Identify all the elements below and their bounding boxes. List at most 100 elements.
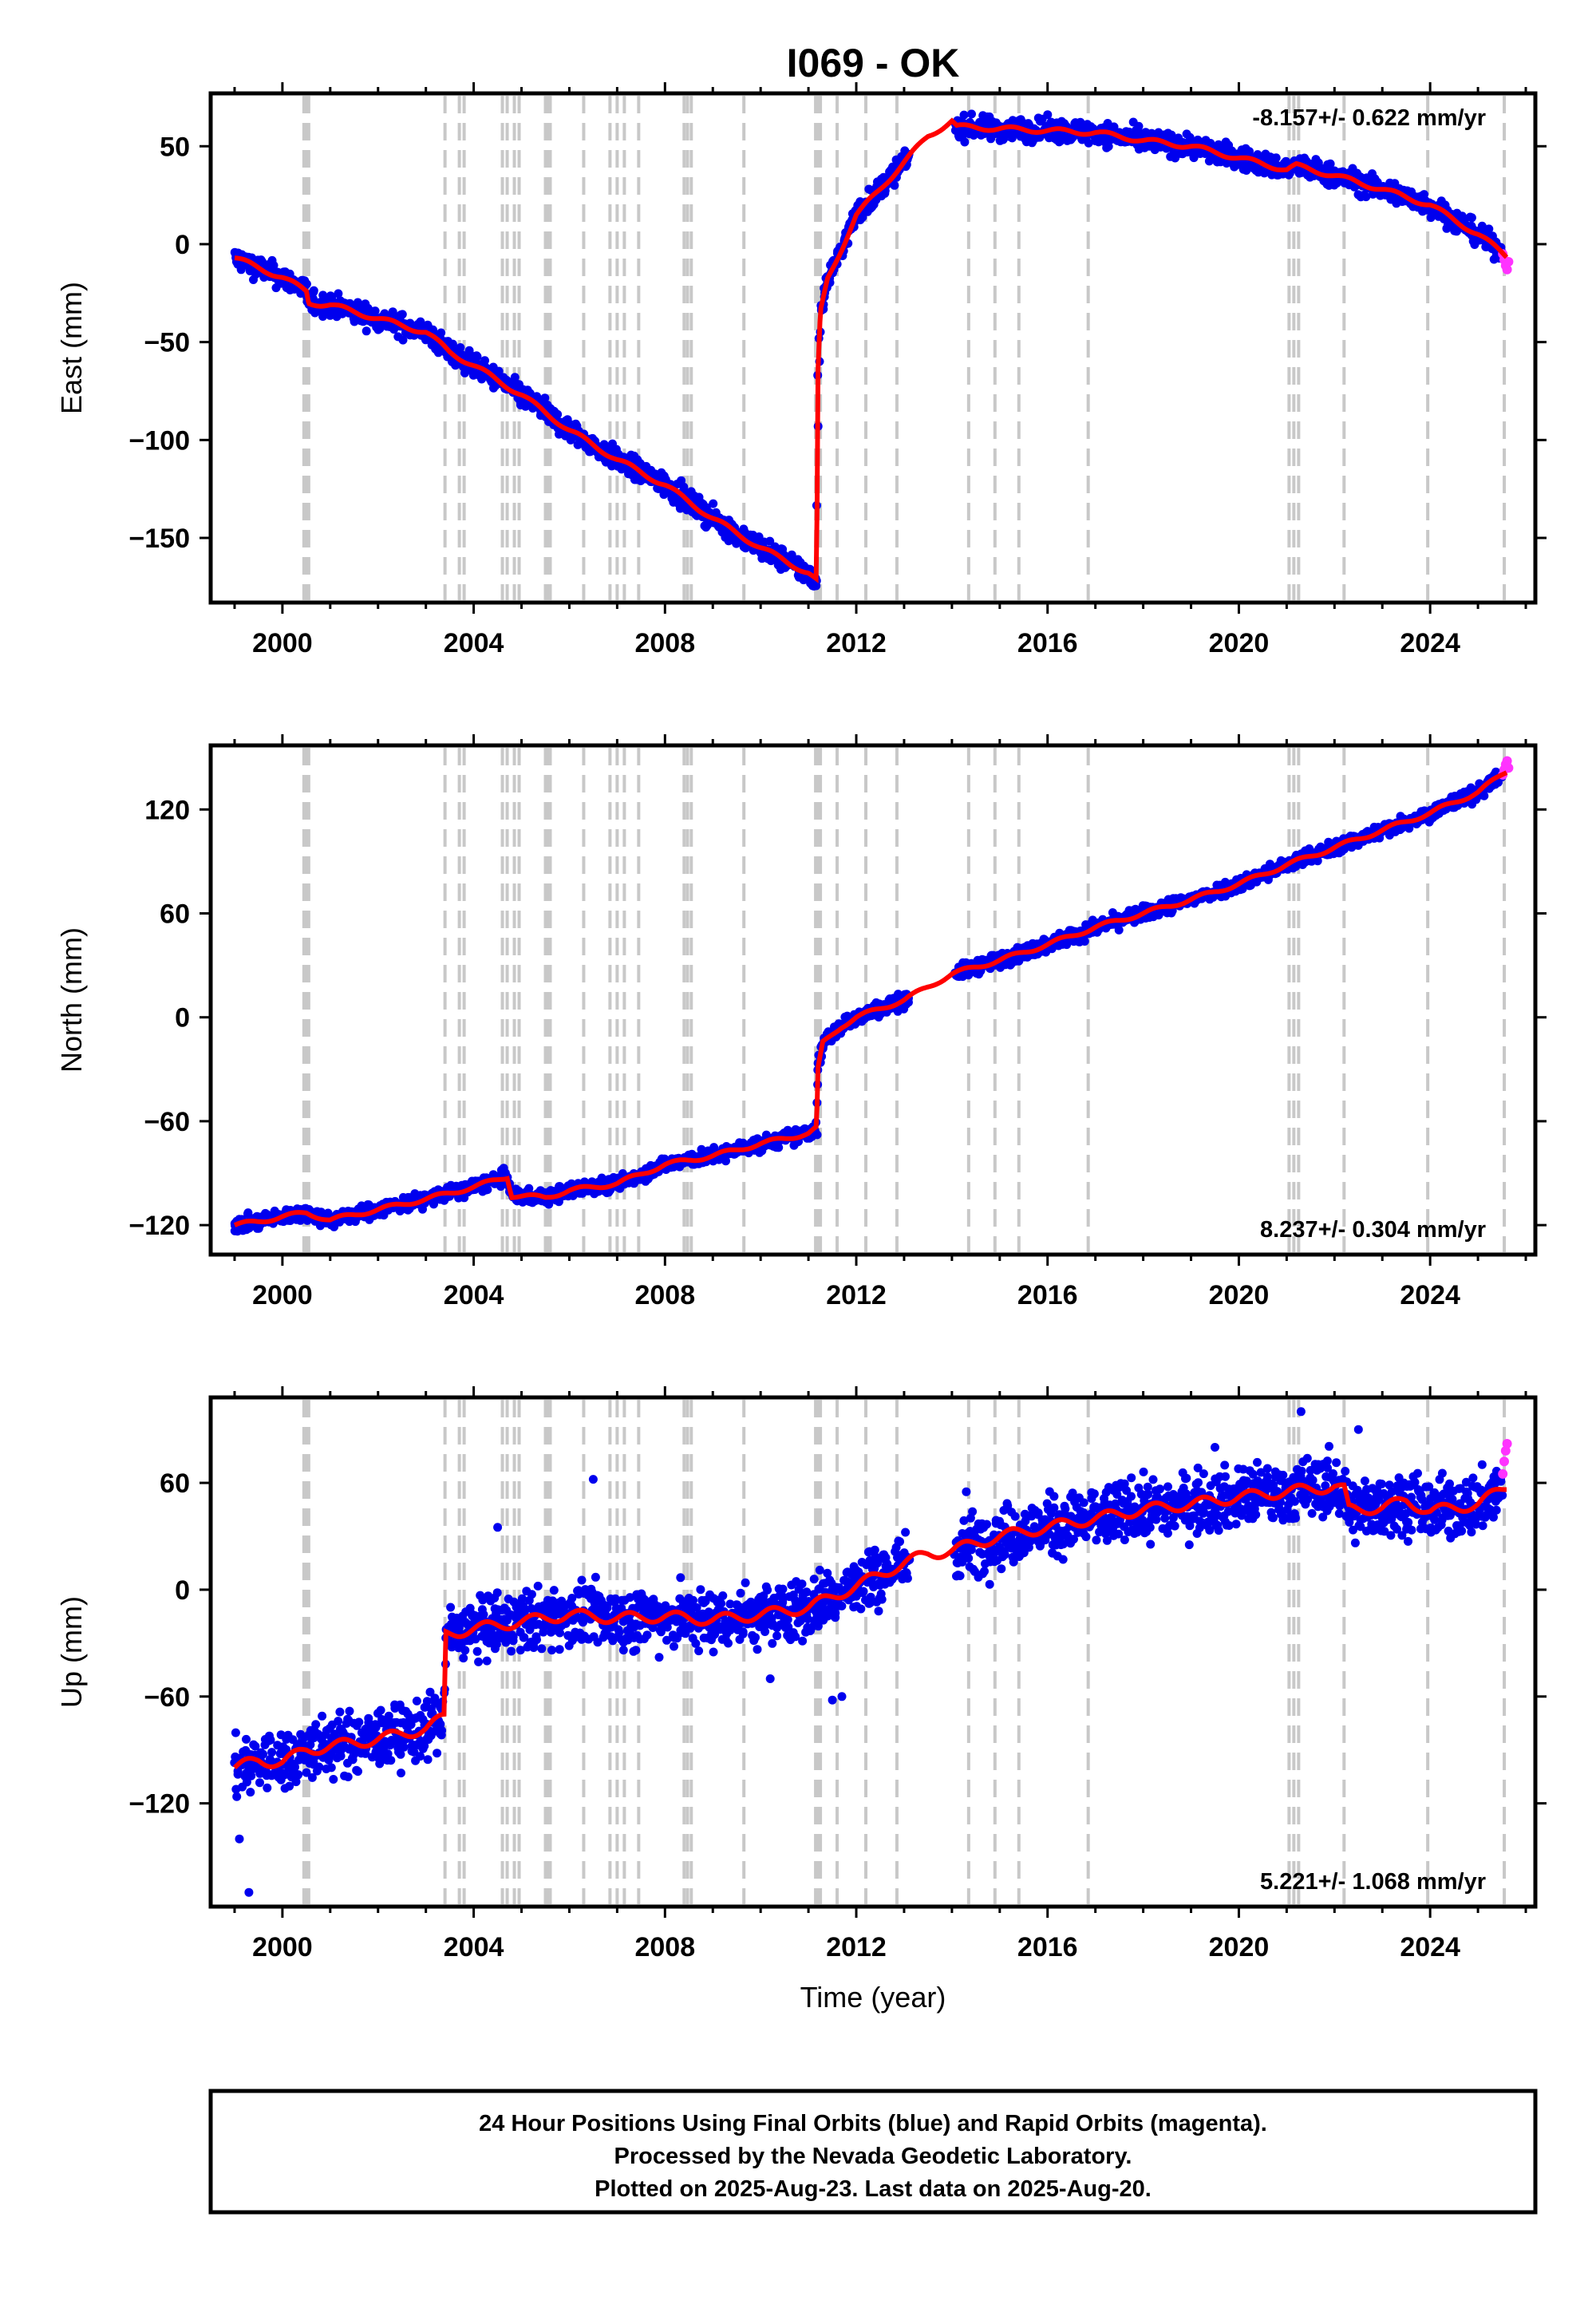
up-final-orbit-point	[267, 1748, 277, 1757]
up-final-orbit-point	[231, 1728, 240, 1737]
east-final-orbit-point	[553, 409, 563, 419]
up-final-orbit-point	[437, 1730, 446, 1740]
up-final-orbit-point	[263, 1783, 272, 1792]
east-x-tick-label: 2000	[252, 628, 313, 658]
up-final-orbit-point	[318, 1711, 327, 1721]
north-x-tick-label: 2024	[1400, 1280, 1460, 1310]
up-final-orbit-point	[343, 1773, 353, 1781]
north-y-axis-label: North (mm)	[55, 927, 88, 1073]
east-final-orbit-point	[967, 109, 976, 119]
north-y-tick-label: −60	[144, 1107, 190, 1137]
north-x-tick-label: 2000	[252, 1280, 313, 1310]
up-final-orbit-point	[246, 1788, 255, 1797]
up-final-orbit-point	[433, 1749, 442, 1758]
up-final-orbit-point	[474, 1657, 484, 1666]
east-rapid-orbit-point	[1503, 257, 1514, 267]
up-final-orbit-point	[334, 1717, 343, 1726]
up-final-orbit-point	[460, 1646, 470, 1655]
north-final-orbit-point	[1114, 925, 1124, 935]
up-final-orbit-point	[386, 1756, 396, 1765]
east-final-orbit-point	[812, 581, 821, 591]
east-x-tick-label: 2004	[444, 628, 504, 658]
east-final-orbit-point	[472, 352, 482, 362]
east-final-orbit-point	[1185, 132, 1195, 142]
up-final-orbit-point	[259, 1749, 268, 1759]
east-final-orbit-point	[890, 180, 899, 190]
up-final-orbit-point	[242, 1734, 251, 1744]
east-final-orbit-point	[1467, 213, 1476, 223]
up-final-orbit-point	[266, 1735, 275, 1745]
north-x-tick-label: 2008	[634, 1280, 695, 1310]
east-frame	[208, 91, 1538, 605]
up-final-orbit-point	[459, 1654, 468, 1663]
north-y-tick-label: 60	[160, 899, 190, 929]
east-final-orbit-point	[1361, 192, 1371, 202]
up-final-orbit-point	[294, 1770, 303, 1780]
east-x-ticks: 2000 2004 2008 2012 2016 2020 2024	[233, 82, 1527, 658]
east-final-orbit-point	[361, 326, 371, 336]
up-final-orbit-point	[376, 1705, 385, 1715]
east-final-orbit-point	[1325, 159, 1335, 168]
east-final-orbit-point	[302, 279, 311, 289]
up-final-orbit-point	[232, 1792, 242, 1801]
east-final-orbit-point	[398, 335, 408, 345]
north-final-orbit-point	[243, 1208, 253, 1218]
north-event-lines	[302, 748, 1507, 1252]
east-final-orbit-point	[709, 499, 718, 508]
east-final-orbit-point	[397, 310, 407, 319]
east-x-tick-label: 2016	[1017, 628, 1078, 658]
north-y-tick-label: 120	[144, 795, 190, 825]
east-final-orbit-point	[1104, 142, 1113, 151]
north-x-tick-label: 2012	[826, 1280, 887, 1310]
north-x-tick-label: 2016	[1017, 1280, 1078, 1310]
up-final-orbit-point	[329, 1775, 338, 1784]
east-panel: 500−50−100−150 2000 2004 2008 2012 2016 2020 2…	[55, 82, 1547, 658]
east-y-ticks: 50 0 −50 −100 −150	[128, 132, 1547, 554]
figure-title: I069 - OK	[787, 41, 960, 85]
up-final-orbit-point	[255, 1778, 264, 1788]
up-final-orbit-point	[423, 1755, 433, 1765]
east-final-orbit-point	[309, 287, 318, 297]
up-final-orbit-point	[397, 1769, 405, 1778]
up-final-orbit-point	[446, 1603, 456, 1612]
east-y-axis-label: East (mm)	[55, 282, 88, 414]
east-final-orbit-point	[334, 289, 343, 298]
east-model-fit-line	[234, 117, 1509, 583]
north-x-tick-label: 2004	[444, 1280, 504, 1310]
up-final-orbit-point	[354, 1717, 364, 1727]
north-final-orbit-point	[812, 1130, 822, 1140]
east-final-orbit-point	[960, 137, 970, 147]
east-y-tick-label: −100	[128, 425, 190, 456]
east-final-orbit-point	[1043, 110, 1053, 120]
east-final-orbit-point	[765, 536, 775, 546]
east-final-orbit-point	[959, 110, 969, 120]
east-x-tick-label: 2020	[1209, 628, 1270, 658]
east-x-tick-label: 2012	[826, 628, 887, 658]
east-y-tick-label: 50	[160, 132, 190, 162]
east-event-lines	[302, 96, 1507, 600]
north-final-orbit-point	[1479, 791, 1489, 800]
east-rapid-orbit-point	[1502, 264, 1512, 275]
up-final-orbit-point	[326, 1763, 336, 1773]
east-y-tick-label: −50	[144, 328, 190, 358]
east-final-orbit-point	[269, 261, 279, 270]
east-final-orbit-point	[1134, 121, 1144, 131]
up-final-orbit-point	[399, 1742, 409, 1752]
east-final-orbit-point	[1484, 224, 1494, 234]
east-final-orbit-point	[1084, 138, 1093, 148]
up-final-orbit-point	[416, 1752, 425, 1761]
north-final-orbit-point	[483, 1185, 492, 1195]
up-final-orbit-point	[354, 1767, 362, 1777]
east-y-tick-label: −150	[128, 524, 190, 554]
east-final-orbit-point	[456, 343, 465, 352]
up-panel: 600−60−120 2000 2004 2008 2012 2016 2020 2024 …	[55, 1386, 1547, 1962]
east-final-orbit-point	[1271, 153, 1281, 163]
east-final-orbit-point	[494, 366, 504, 376]
up-final-orbit-point	[335, 1707, 345, 1717]
east-rate-label: -8.157+/- 0.622 mm/yr	[1252, 105, 1486, 131]
up-final-orbit-point	[412, 1696, 421, 1705]
east-y-tick-label: 0	[175, 230, 190, 260]
north-final-orbit-point	[774, 1143, 784, 1152]
